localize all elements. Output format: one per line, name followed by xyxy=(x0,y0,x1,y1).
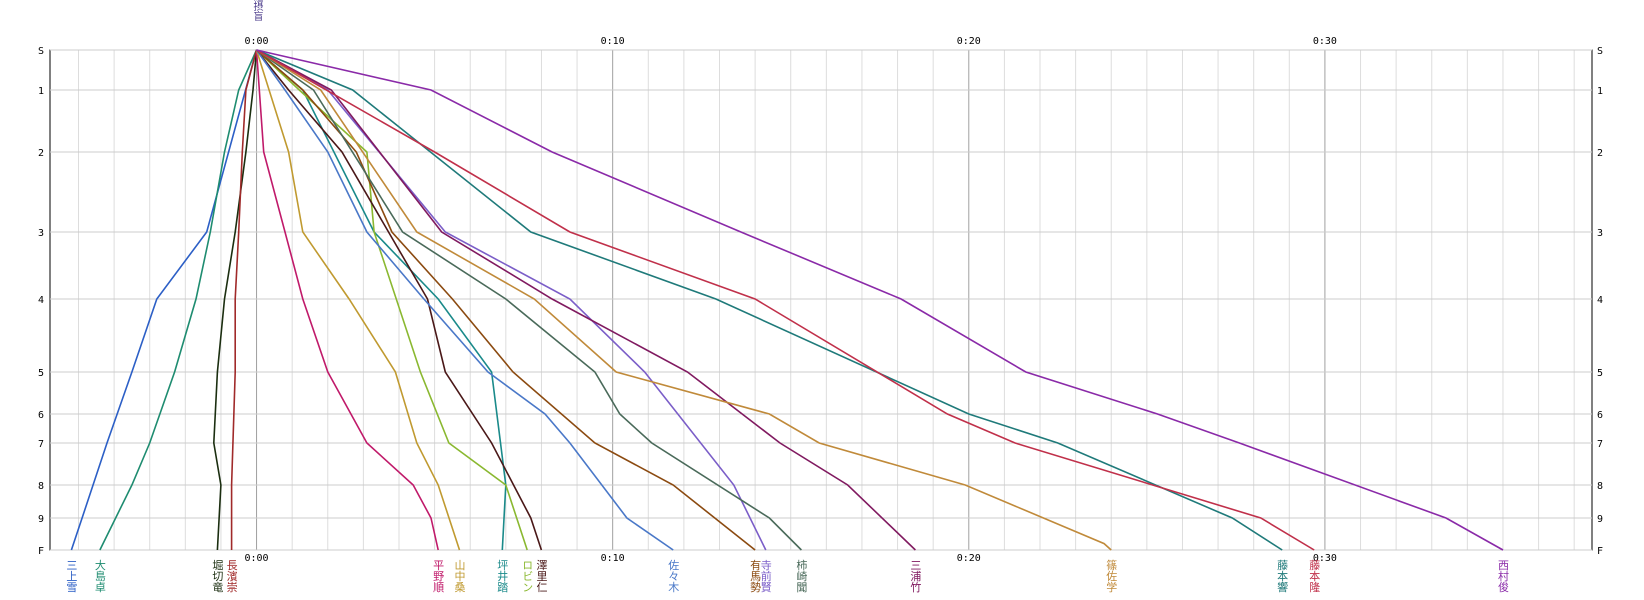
series-label: 坪井踏 xyxy=(496,559,509,593)
x-tick-label-bottom: 0:10 xyxy=(601,553,625,564)
series-line xyxy=(256,49,1504,551)
series-label: 三上雪 xyxy=(65,560,78,594)
series-line xyxy=(255,49,756,551)
series-line xyxy=(255,49,461,551)
series-line xyxy=(230,49,258,550)
series-label: 山中桑 xyxy=(453,559,466,593)
series-line xyxy=(256,49,1283,551)
y-tick-label-right: 5 xyxy=(1597,368,1603,379)
series-label: 柿崎聞 xyxy=(795,558,808,593)
y-tick-label-right: 9 xyxy=(1597,514,1603,525)
y-tick-label-right: 3 xyxy=(1597,228,1603,239)
series-line xyxy=(212,49,258,551)
y-tick-label-right: 1 xyxy=(1597,86,1603,97)
y-tick-label-left: 6 xyxy=(38,410,44,421)
y-tick-label-left: 8 xyxy=(38,481,44,492)
y-tick-label-right: 2 xyxy=(1597,148,1603,159)
series-label: 有馬勢 xyxy=(749,558,762,593)
x-tick-label-top: 0:20 xyxy=(957,36,981,47)
y-tick-label-left: 2 xyxy=(38,148,44,159)
series-line xyxy=(255,49,439,551)
plot-area xyxy=(49,49,1593,551)
series-line xyxy=(255,49,674,551)
series-label: 平野順 xyxy=(432,560,445,594)
series-line xyxy=(256,49,916,551)
series-label: 澤里仁 xyxy=(535,559,548,592)
y-tick-label-left: 7 xyxy=(38,439,44,450)
series-label: 寺前賢 xyxy=(759,559,772,593)
series-label: ロビン xyxy=(521,560,534,593)
y-tick-label-right: 8 xyxy=(1597,481,1603,492)
x-tick-label-top: 0:00 xyxy=(245,36,269,47)
series-line xyxy=(70,49,258,551)
top-marker: 薩摂盲 xyxy=(251,0,263,21)
series-lines xyxy=(70,49,1504,551)
series-label: 堀切竜 xyxy=(211,559,224,592)
series-line xyxy=(256,49,802,551)
series-label: 三浦竹 xyxy=(909,560,922,594)
y-tick-label-right: 7 xyxy=(1597,439,1603,450)
x-tick-label-bottom: 0:20 xyxy=(957,553,981,564)
y-tick-label-right: S xyxy=(1597,46,1603,57)
series-line xyxy=(99,49,258,551)
axis-ticks: 0:00 0:00 0:10 0:10 0:20 0:20 0:30 0:30 S S 1 1 2 2 3 3… xyxy=(38,36,1603,564)
series-label: 大島卓 xyxy=(93,558,106,592)
y-tick-label-left: S xyxy=(38,46,44,57)
y-tick-label-left: 3 xyxy=(38,228,44,239)
series-label: 篠佐学 xyxy=(1105,558,1118,592)
y-tick-label-right: F xyxy=(1597,546,1603,557)
y-tick-label-left: 5 xyxy=(38,368,44,379)
series-line xyxy=(255,49,543,551)
x-tick-label-top: 0:10 xyxy=(601,36,625,47)
x-tick-label-bottom: 0:30 xyxy=(1313,553,1337,564)
series-line xyxy=(256,49,1315,551)
x-tick-label-bottom: 0:00 xyxy=(245,553,269,564)
y-tick-label-left: F xyxy=(38,546,44,557)
series-line xyxy=(256,49,1112,551)
y-tick-label-right: 6 xyxy=(1597,410,1603,421)
y-tick-label-right: 4 xyxy=(1597,295,1603,306)
series-line xyxy=(255,49,528,551)
series-label: 西村俊 xyxy=(1496,560,1509,593)
series-label: 佐々木 xyxy=(667,558,680,593)
series-label: 藤本響 xyxy=(1276,559,1289,593)
series-label: 長濱崇 xyxy=(225,559,238,592)
series-label: 藤本隆 xyxy=(1308,559,1321,592)
y-tick-label-left: 1 xyxy=(38,86,44,97)
x-tick-label-top: 0:30 xyxy=(1313,36,1337,47)
y-tick-label-left: 9 xyxy=(38,514,44,525)
y-tick-label-left: 4 xyxy=(38,295,44,306)
